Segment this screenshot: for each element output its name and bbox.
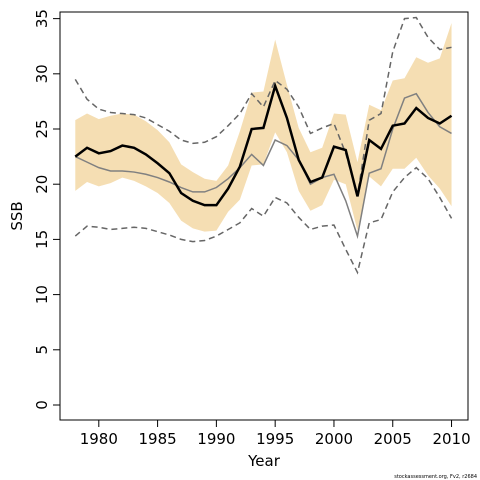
x-tick-label: 1985 bbox=[138, 430, 176, 448]
y-tick-label: 20 bbox=[33, 175, 51, 194]
line bbox=[74, 81, 453, 207]
x-tick-label: 1980 bbox=[80, 430, 118, 448]
plot-frame bbox=[59, 11, 469, 421]
footnote: stockassessment.org, Fv2, r2684 bbox=[394, 474, 477, 480]
x-tick-label: 2000 bbox=[315, 430, 353, 448]
x-tick-label: 2010 bbox=[432, 430, 470, 448]
x-tick-label: 1995 bbox=[256, 430, 294, 448]
y-tick-label: 35 bbox=[33, 9, 51, 28]
line bbox=[74, 92, 452, 240]
y-tick-label: 5 bbox=[33, 345, 51, 355]
x-tick-label: 1990 bbox=[197, 430, 235, 448]
dashed-line bbox=[74, 166, 453, 275]
y-tick-label: 25 bbox=[33, 119, 51, 138]
y-tick-label: 0 bbox=[33, 400, 51, 410]
y-tick-label: 10 bbox=[33, 285, 51, 304]
x-axis-label: Year bbox=[247, 452, 281, 470]
y-tick-label: 30 bbox=[33, 64, 51, 83]
y-axis-label: SSB bbox=[8, 201, 26, 230]
y-tick-label: 15 bbox=[33, 230, 51, 249]
dashed-line bbox=[74, 16, 452, 196]
x-tick-label: 2005 bbox=[374, 430, 412, 448]
